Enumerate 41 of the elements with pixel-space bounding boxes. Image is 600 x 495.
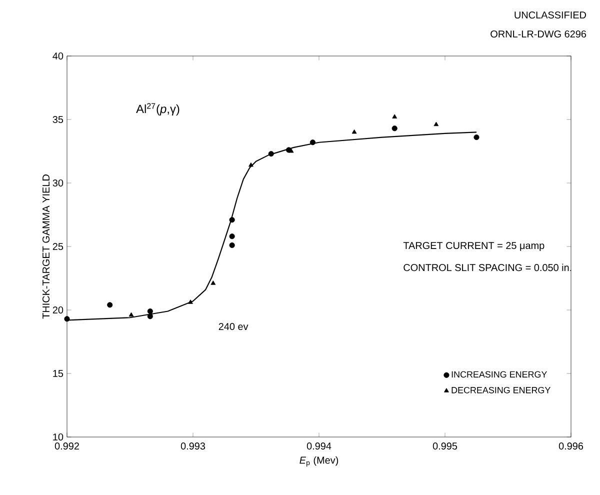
point [64, 316, 70, 322]
point [147, 308, 153, 314]
point [147, 314, 153, 320]
text: ORNL-LR-DWG 6296 [490, 30, 586, 38]
point [434, 122, 439, 126]
point [392, 114, 398, 118]
y-tick-label: 15 [53, 370, 64, 377]
text: UNCLASSIFIED [514, 11, 586, 19]
x-tick-label: 0.993 [180, 442, 206, 450]
point [188, 300, 193, 304]
point [107, 302, 113, 308]
point [229, 242, 235, 248]
y-tick-label: 30 [52, 179, 64, 187]
annotation: TARGET CURRENT = 25 μamp [403, 242, 544, 252]
point [288, 148, 294, 153]
y-tick-label: 35 [52, 116, 64, 124]
y-tick-label: 25 [52, 242, 64, 250]
point [392, 126, 398, 132]
point [310, 140, 316, 146]
x-axis-title: E$_{p}$ (Mev) [300, 456, 338, 467]
annotation: CONTROL SLIT SPACING = 0.050 in. [404, 264, 572, 272]
x-tick-label: 0.996 [558, 442, 584, 450]
y-axis-title: THICK-TARGET GAMMA YIELD [42, 174, 50, 319]
point [229, 234, 235, 240]
point [210, 280, 216, 285]
text: Al$^{27}$(p,γ) [136, 103, 180, 116]
y-tick-label: 10 [53, 433, 64, 441]
annotation: 240 ev [218, 322, 248, 330]
point [474, 134, 480, 140]
x-tick-label: 0.995 [432, 442, 458, 450]
point [128, 312, 134, 317]
y-tick-label: 20 [52, 306, 64, 314]
point [229, 217, 235, 223]
x-tick-label: 0.992 [54, 442, 79, 450]
point [268, 151, 274, 157]
point [352, 129, 357, 134]
x-tick-label: 0.994 [306, 442, 332, 450]
legend-label: INCREASING ENERGY [452, 371, 548, 378]
y-tick-label: 40 [52, 52, 64, 60]
point [248, 162, 254, 167]
legend-label: DECREASING ENERGY [452, 386, 550, 394]
